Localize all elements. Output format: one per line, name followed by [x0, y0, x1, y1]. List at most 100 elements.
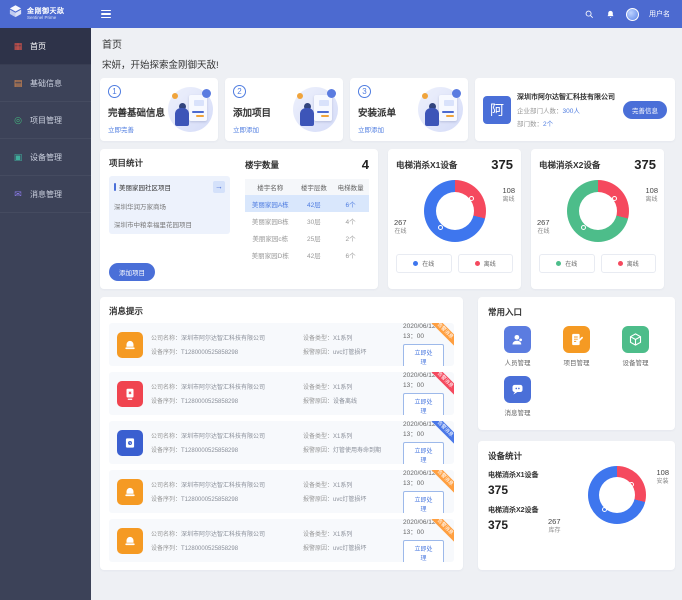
page-title: 首页: [102, 40, 122, 51]
alarm-reason: 灯管使用寿命到期: [333, 448, 382, 454]
company-avatar: 阿: [483, 95, 511, 124]
alarm-siren-icon: [117, 331, 143, 358]
add-now-link[interactable]: 立即添加: [358, 127, 384, 134]
table-row[interactable]: 美丽家园c栋 25层 2个: [252, 235, 356, 243]
project-stats-card: 项目统计 美丽家园社区项目 → 深圳华润万家商场 深圳市中粮幸福里花园项目: [100, 149, 378, 289]
x1-value: 375: [488, 483, 509, 497]
company-name: 深圳市阿尔达智汇科技有限公司: [181, 483, 266, 489]
col-header: 楼宇名称: [245, 179, 296, 195]
entry-device-management[interactable]: 设备管理: [606, 326, 665, 367]
table-row[interactable]: 美丽家园D栋 42层 6个: [251, 252, 356, 260]
complete-now-link[interactable]: 立即完善: [108, 127, 134, 134]
complete-info-button[interactable]: 完善信息: [623, 100, 667, 119]
company-name: 深圳市阿尔达智汇科技有限公司: [181, 434, 266, 440]
add-project-button[interactable]: 添加项目: [109, 263, 155, 281]
user-avatar[interactable]: [626, 7, 639, 21]
logo-subtitle: Sentinel Prime: [27, 14, 57, 20]
device-type: X1系列: [333, 336, 353, 342]
lamp-expiry-icon: [117, 429, 143, 456]
search-icon[interactable]: [584, 9, 595, 20]
handle-now-button[interactable]: 立即处理: [403, 344, 444, 366]
sidebar-item-basic-info[interactable]: ▤ 基础信息: [0, 65, 91, 102]
device-stats-card: 设备统计 电梯消杀X1设备 375 电梯消杀X2设备 375 108: [478, 441, 675, 570]
handle-now-button[interactable]: 立即处理: [403, 540, 444, 562]
x2-donut-chart: [567, 180, 629, 242]
entry-people-management[interactable]: 人员管理: [488, 326, 547, 367]
arrow-right-icon[interactable]: →: [213, 181, 225, 193]
offline-count: 108: [502, 186, 515, 195]
sidebar-item-home[interactable]: ▦ 首页: [0, 28, 91, 65]
step-title: 添加项目: [233, 108, 272, 119]
project-list: 美丽家园社区项目 → 深圳华润万家商场 深圳市中粮幸福里花园项目: [109, 176, 230, 234]
message-row: 公司名称：深圳市阿尔达智汇科技有限公司 设备序列：T12800005258582…: [109, 421, 454, 464]
project-list-item[interactable]: 深圳华润万家商场: [109, 197, 230, 215]
online-label: 在线: [537, 228, 550, 235]
x2-total: 375: [634, 157, 656, 172]
x1-chart-title: 电梯消杀X1设备: [396, 159, 458, 170]
menu-toggle-icon[interactable]: [101, 9, 111, 19]
logo: 金刚御天敌 Sentinel Prime: [0, 4, 91, 24]
entry-project-management[interactable]: 项目管理: [547, 326, 606, 367]
installed-count: 108: [656, 468, 669, 477]
device-stats-title: 设备统计: [488, 451, 523, 461]
col-header: 电梯数量: [332, 179, 369, 195]
handle-now-button[interactable]: 立即处理: [403, 393, 444, 415]
project-list-item[interactable]: 深圳市中粮幸福里花园项目: [109, 215, 230, 233]
device-icon: ▣: [13, 151, 23, 162]
username[interactable]: 用户名: [649, 11, 670, 18]
sidebar-item-label: 消息管理: [30, 189, 62, 199]
people-value: 300人: [562, 107, 580, 115]
offline-label: 离线: [645, 197, 658, 204]
table-row[interactable]: 美丽家园A栋 42层 6个: [245, 195, 369, 212]
sidebar-item-device[interactable]: ▣ 设备管理: [0, 139, 91, 176]
handle-now-button[interactable]: 立即处理: [403, 442, 444, 464]
add-now-link[interactable]: 立即添加: [233, 127, 259, 134]
dept-value: 2个: [543, 120, 554, 128]
device-serial: T1280000525858298: [181, 497, 239, 503]
notification-bell-icon[interactable]: [605, 9, 616, 20]
device-serial: T1280000525858298: [181, 448, 239, 454]
company-name: 深圳市阿尔达智汇科技有限公司: [181, 336, 266, 342]
legend-offline: 离线: [600, 254, 656, 273]
alarm-reason: 设备离线: [333, 399, 358, 405]
project-name: 美丽家园社区项目: [119, 185, 171, 192]
project-list-item[interactable]: 美丽家园社区项目 →: [109, 177, 230, 197]
buildings-table: 楼宇名称 楼宇层数 电梯数量 美丽家园A栋 42层 6个 美丽家园B栋 30层 4个: [245, 179, 369, 263]
basic-info-icon: ▤: [13, 77, 23, 88]
sidebar-item-project[interactable]: ◎ 项目管理: [0, 102, 91, 139]
step-illustration: [418, 87, 463, 132]
company-name: 深圳市阿尔达智汇科技有限公司: [517, 93, 615, 101]
legend-online: 在线: [396, 254, 452, 273]
alarm-reason: uvc灯管损坏: [333, 546, 367, 552]
sidebar-item-label: 项目管理: [30, 115, 62, 125]
alarm-reason: uvc灯管损坏: [333, 497, 367, 503]
handle-now-button[interactable]: 立即处理: [403, 491, 444, 513]
alarm-siren-icon: [117, 478, 143, 505]
legend-online: 在线: [539, 254, 595, 273]
step-card-basic-info: 1 完善基础信息 立即完善: [100, 78, 218, 141]
device-type: X1系列: [333, 532, 353, 538]
step-illustration: [293, 87, 338, 132]
people-icon: [503, 326, 531, 353]
online-count: 267: [537, 217, 550, 227]
message-row: 公司名称：深圳市阿尔达智汇科技有限公司 设备序列：T12800005258582…: [109, 519, 454, 562]
sidebar-item-message[interactable]: ✉ 消息管理: [0, 176, 91, 213]
x1-label: 电梯消杀X1设备: [488, 472, 539, 479]
device-type: X1系列: [333, 385, 353, 391]
sidebar-item-label: 基础信息: [30, 78, 62, 88]
online-label: 在线: [394, 228, 407, 235]
entry-message-management[interactable]: 消息管理: [488, 376, 547, 417]
offline-label: 离线: [502, 197, 515, 204]
device-serial: T1280000525858298: [181, 350, 239, 356]
entries-title: 常用入口: [488, 307, 523, 317]
device-type: X1系列: [333, 483, 353, 489]
table-row[interactable]: 美丽家园B栋 30层 4个: [251, 218, 356, 226]
offline-count: 108: [645, 186, 658, 195]
x1-total: 375: [491, 157, 513, 172]
home-icon: ▦: [13, 40, 23, 51]
buildings-count: 4: [361, 157, 369, 172]
legend-offline: 离线: [457, 254, 513, 273]
x2-value: 375: [488, 518, 509, 532]
greeting-text: 宋妍，开始探索金刚御天敌!: [102, 60, 219, 71]
project-name: 深圳市中粮幸福里花园项目: [114, 222, 192, 229]
